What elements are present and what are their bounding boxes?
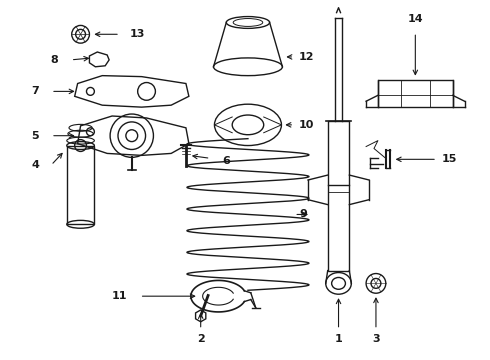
Text: 3: 3 xyxy=(372,334,380,345)
Text: 10: 10 xyxy=(299,120,315,130)
Text: 11: 11 xyxy=(111,291,127,301)
Text: 2: 2 xyxy=(197,334,204,345)
Text: 12: 12 xyxy=(299,52,315,62)
Text: 15: 15 xyxy=(442,154,457,164)
Text: 8: 8 xyxy=(50,55,58,65)
Text: 4: 4 xyxy=(31,160,39,170)
Text: 9: 9 xyxy=(299,210,307,220)
Text: 1: 1 xyxy=(335,334,343,345)
Bar xyxy=(378,80,453,107)
Text: 5: 5 xyxy=(31,131,39,141)
Bar xyxy=(67,145,95,224)
Text: 14: 14 xyxy=(408,14,423,24)
Text: 7: 7 xyxy=(31,86,39,96)
Bar xyxy=(328,121,349,271)
Text: 13: 13 xyxy=(130,29,145,39)
Text: 6: 6 xyxy=(222,156,230,166)
